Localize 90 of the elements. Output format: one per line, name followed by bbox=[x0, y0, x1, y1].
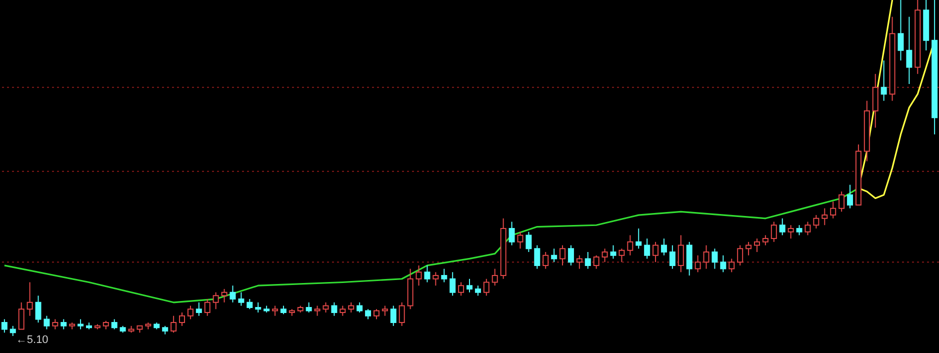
candlestick bbox=[788, 224, 794, 240]
candlestick bbox=[804, 221, 811, 236]
candlestick bbox=[111, 318, 118, 330]
candlestick bbox=[60, 318, 67, 330]
candlestick bbox=[822, 208, 828, 226]
candlestick bbox=[78, 318, 84, 330]
candlestick bbox=[492, 268, 498, 286]
candlestick bbox=[898, 0, 904, 61]
candlestick bbox=[551, 248, 558, 263]
candlestick bbox=[644, 238, 650, 260]
candlestick bbox=[196, 302, 202, 316]
candlestick bbox=[432, 272, 439, 286]
candlestick bbox=[26, 282, 33, 316]
candlestick bbox=[424, 264, 430, 283]
candlestick bbox=[542, 252, 549, 270]
candlestick bbox=[221, 288, 228, 303]
candlestick bbox=[779, 218, 786, 236]
candlestick bbox=[584, 252, 591, 270]
annotation: ←5.10 bbox=[16, 334, 48, 346]
candlestick bbox=[686, 241, 692, 276]
candlestick bbox=[660, 238, 667, 256]
candlestick bbox=[796, 224, 802, 236]
candlestick bbox=[813, 214, 820, 229]
candlestick bbox=[44, 315, 50, 330]
candlestick bbox=[204, 298, 210, 316]
candlestick bbox=[627, 234, 634, 256]
candlestick bbox=[373, 308, 380, 320]
candlestick bbox=[703, 244, 710, 270]
candlestick bbox=[246, 298, 253, 310]
candlestick bbox=[669, 244, 676, 270]
candlestick bbox=[517, 231, 524, 250]
candlestick bbox=[534, 244, 540, 270]
candlestick bbox=[187, 305, 194, 320]
candlestick bbox=[762, 234, 768, 246]
candlestick bbox=[170, 315, 177, 334]
candlestick bbox=[694, 254, 701, 273]
candlestick bbox=[52, 318, 58, 330]
candlestick bbox=[652, 241, 659, 263]
candlestick bbox=[331, 302, 338, 316]
candlestick bbox=[314, 305, 320, 316]
candlestick bbox=[356, 302, 363, 313]
candlestick bbox=[593, 254, 600, 270]
candlestick bbox=[18, 302, 24, 330]
candlestick bbox=[610, 244, 616, 260]
candlestick bbox=[576, 254, 582, 270]
candlestick bbox=[754, 238, 760, 252]
candlestick bbox=[441, 268, 448, 283]
candlestick bbox=[906, 16, 912, 84]
candlestick bbox=[830, 201, 836, 219]
candlestick bbox=[416, 264, 422, 286]
candlestick bbox=[10, 325, 16, 336]
candlestick bbox=[390, 305, 396, 326]
candlestick bbox=[770, 221, 777, 242]
candlestick bbox=[365, 308, 372, 320]
candlestick bbox=[255, 302, 262, 313]
candlestick bbox=[602, 248, 608, 263]
candlestick bbox=[35, 295, 42, 324]
candlestick bbox=[272, 305, 278, 316]
candlestick bbox=[712, 248, 718, 270]
candlestick bbox=[306, 302, 312, 313]
candlestick bbox=[560, 244, 566, 266]
candlestick bbox=[678, 234, 684, 273]
candlestick bbox=[179, 312, 186, 326]
candlestick bbox=[474, 285, 481, 296]
candlestick bbox=[720, 254, 726, 273]
candlestick bbox=[238, 292, 244, 306]
candlestick bbox=[483, 278, 490, 296]
candlestick bbox=[618, 248, 625, 263]
candlestick bbox=[382, 305, 388, 316]
candlestick bbox=[636, 228, 642, 250]
candlestick bbox=[746, 241, 752, 256]
candlestick bbox=[737, 244, 744, 266]
candlestick bbox=[508, 221, 515, 246]
candlestick bbox=[398, 302, 405, 326]
candlestick bbox=[728, 258, 735, 273]
candlestick bbox=[838, 191, 845, 212]
candlestick bbox=[847, 184, 854, 209]
candlestick bbox=[526, 231, 532, 252]
candlestick bbox=[212, 292, 219, 310]
candlestick bbox=[568, 244, 574, 266]
candlestick bbox=[872, 73, 878, 128]
candlestick bbox=[450, 272, 456, 296]
candlestick bbox=[340, 305, 346, 316]
candlestick bbox=[880, 60, 887, 102]
candlestick bbox=[348, 302, 354, 313]
candlestick bbox=[322, 302, 329, 313]
candlestick bbox=[466, 278, 472, 293]
candlestick bbox=[1, 318, 8, 334]
candlestick bbox=[458, 282, 464, 296]
candlestick bbox=[230, 285, 236, 303]
